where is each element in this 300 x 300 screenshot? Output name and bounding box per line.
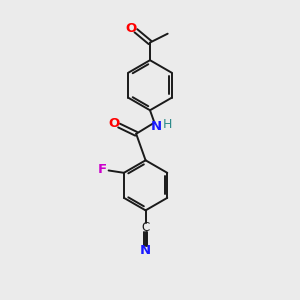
Text: O: O (126, 22, 137, 35)
Text: F: F (98, 163, 107, 176)
Text: C: C (142, 221, 150, 234)
Text: O: O (109, 117, 120, 130)
Text: N: N (151, 120, 162, 133)
Text: N: N (140, 244, 151, 257)
Text: H: H (163, 118, 172, 131)
